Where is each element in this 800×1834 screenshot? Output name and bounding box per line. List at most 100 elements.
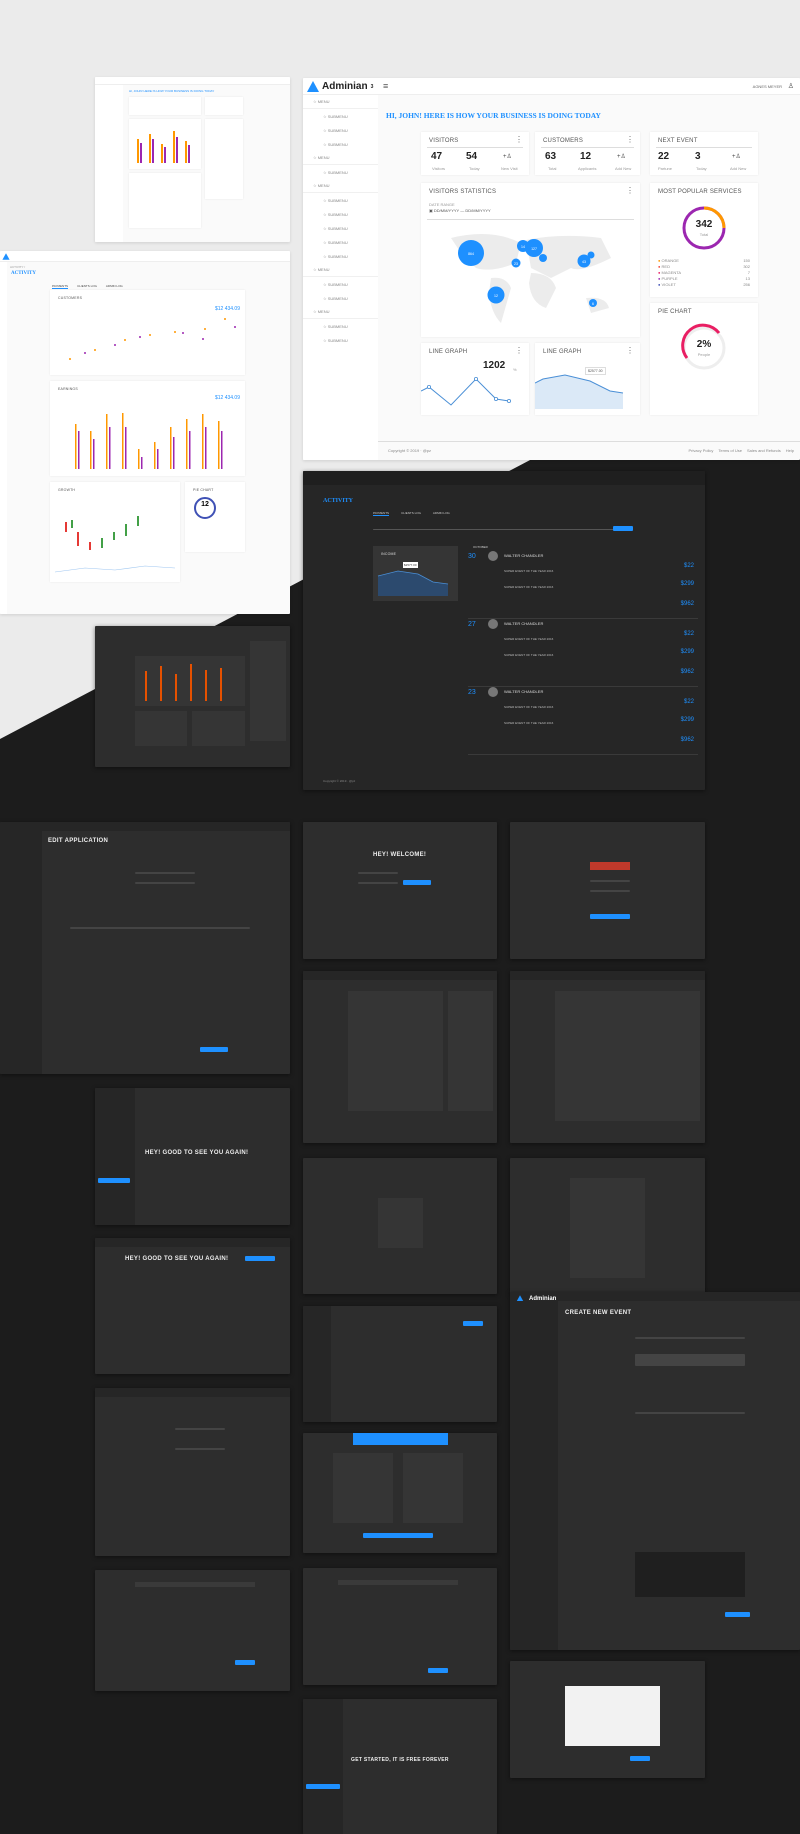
tabs: PAYMENTS CLIENTS LOG ADMIN LOG <box>52 284 123 289</box>
next-button[interactable] <box>428 1668 448 1673</box>
stat-value: 3 <box>695 151 701 162</box>
mini-dashboard-light: HI, JOHN! HERE IS HOW YOUR BUSINESS IS D… <box>95 77 290 242</box>
footer-link[interactable]: Sales and Refunds <box>746 448 781 453</box>
accept-button[interactable] <box>630 1756 650 1761</box>
timeline-event[interactable]: 27 WALTER CHANDLER SUPER EVENT OF THE YE… <box>468 619 698 687</box>
card-title: MOST POPULAR SERVICES <box>658 189 742 195</box>
more-icon[interactable]: ⋮ <box>626 186 634 195</box>
event-title: SUPER EVENT OF THE YEAR 2016 <box>504 585 554 589</box>
legend-dot-icon: ● <box>658 276 661 281</box>
payment-screen <box>303 1433 497 1553</box>
action-label[interactable]: New Visit <box>501 166 518 171</box>
card-title: PIE CHART <box>193 488 214 492</box>
legend-name: ORANGE <box>661 258 679 263</box>
bubble-label: 23 <box>514 262 518 266</box>
more-icon[interactable]: ⋮ <box>626 346 634 355</box>
month-label: OCTOBER <box>473 545 488 549</box>
world-map: 864 127 12 43 23 14 6 <box>451 234 611 323</box>
action-label[interactable]: Add New <box>615 166 632 171</box>
sidebar-submenu[interactable]: ☆ SUBMENU <box>323 197 348 203</box>
event-total: $299 <box>680 581 694 587</box>
add-user-icon[interactable]: +♙ <box>617 154 626 160</box>
date-range-input[interactable]: ▣ DD/MM/YYYY — DD/MM/YYYY <box>429 208 491 213</box>
sidebar-submenu[interactable]: ☆ SUBMENU <box>323 127 348 133</box>
create-event-screen: Adminian CREATE NEW EVENT <box>510 1292 800 1650</box>
search-button[interactable] <box>613 526 633 531</box>
login-button[interactable] <box>98 1178 130 1183</box>
map-bubble[interactable] <box>458 240 484 266</box>
tab-payments[interactable]: PAYMENTS <box>373 511 390 516</box>
action-label[interactable]: Add New <box>730 166 747 171</box>
hamburger-menu-icon[interactable]: ≡ <box>383 81 389 91</box>
bubble-label: 127 <box>531 247 537 251</box>
card-title: NEXT EVENT <box>658 138 698 144</box>
card-title: VISITORS <box>429 138 459 144</box>
brand-name: Adminian <box>529 1295 557 1302</box>
submenu-label: SUBMENU <box>327 281 348 287</box>
income-card: INCOME $2577.00 <box>373 546 458 601</box>
action-button[interactable] <box>463 1321 483 1326</box>
sidebar-submenu[interactable]: ☆ SUBMENU <box>323 225 348 231</box>
legend-item: ● PURPLE 13 <box>658 276 750 282</box>
legend-value: 150 <box>743 258 750 263</box>
submenu-label: SUBMENU <box>327 225 348 231</box>
page-title: HI, JOHN! HERE IS HOW YOUR BUSINESS IS D… <box>386 111 601 120</box>
stat-label: Today <box>696 166 707 171</box>
sidebar-submenu[interactable]: ☆ SUBMENU <box>323 113 348 119</box>
tab-payments[interactable]: PAYMENTS <box>52 284 69 289</box>
card-title: EARNINGS <box>58 387 78 391</box>
brand-logo[interactable]: Adminian 3 <box>307 81 373 92</box>
timeline: 30 WALTER CHANDLER SUPER EVENT OF THE YE… <box>468 551 698 755</box>
sidebar-submenu[interactable]: ☆ SUBMENU <box>323 169 348 175</box>
pay-button[interactable] <box>363 1533 433 1538</box>
sidebar-menu[interactable]: ☆ MENU <box>303 151 378 165</box>
sidebar-submenu[interactable]: ☆ SUBMENU <box>323 337 348 343</box>
tab-admin-log[interactable]: ADMIN LOG <box>432 511 450 515</box>
add-user-icon[interactable]: +♙ <box>503 154 512 160</box>
sidebar-submenu[interactable]: ☆ SUBMENU <box>323 281 348 287</box>
submenu-label: SUBMENU <box>327 337 348 343</box>
legend-name: MAGENTA <box>661 270 682 275</box>
add-icon[interactable]: +♙ <box>732 154 741 160</box>
sidebar-menu[interactable]: ☆ MENU <box>303 305 378 319</box>
sign-up-button[interactable] <box>306 1784 340 1789</box>
sign-up-button[interactable] <box>403 880 431 885</box>
footer-link[interactable]: Help <box>785 448 794 453</box>
user-icon[interactable]: ♙ <box>787 83 794 90</box>
sidebar-menu[interactable]: ☆ MENU <box>303 179 378 193</box>
timeline-event[interactable]: 30 WALTER CHANDLER SUPER EVENT OF THE YE… <box>468 551 698 619</box>
more-icon[interactable]: ⋮ <box>515 135 523 144</box>
sidebar-menu[interactable]: ☆ MENU <box>303 263 378 277</box>
sidebar-menu[interactable]: ☆ MENU <box>303 95 378 109</box>
sidebar-submenu[interactable]: ☆ SUBMENU <box>323 239 348 245</box>
bubble-label: 14 <box>521 245 525 249</box>
stat-value: 54 <box>466 151 478 162</box>
timeline-event[interactable]: 23 WALTER CHANDLER SUPER EVENT OF THE YE… <box>468 687 698 755</box>
more-icon[interactable]: ⋮ <box>626 135 634 144</box>
footer-link[interactable]: Terms of Use <box>718 448 742 453</box>
submenu-label: SUBMENU <box>327 295 348 301</box>
login-button[interactable] <box>590 914 630 919</box>
sidebar-submenu[interactable]: ☆ SUBMENU <box>323 211 348 217</box>
sidebar-submenu[interactable]: ☆ SUBMENU <box>323 323 348 329</box>
tab-admin-log[interactable]: ADMIN LOG <box>105 284 123 288</box>
gauge-chart <box>681 323 726 370</box>
tab-clients-log[interactable]: CLIENTS LOG <box>401 511 421 515</box>
event-title: SUPER EVENT OF THE YEAR 2016 <box>504 569 554 573</box>
more-icon[interactable]: ⋮ <box>515 346 523 355</box>
brand-name: Adminian <box>322 81 368 92</box>
save-button[interactable] <box>200 1047 228 1052</box>
user-menu[interactable]: AGNES MEYER <box>752 84 782 89</box>
sidebar: ☆ MENU ☆ SUBMENU ☆ SUBMENU ☆ SUBMENU ☆ MENU ☆… <box>303 95 378 460</box>
footer-link[interactable]: Privacy Policy <box>688 448 714 453</box>
next-button[interactable] <box>235 1660 255 1665</box>
login-button[interactable] <box>245 1256 275 1261</box>
tab-clients-log[interactable]: CLIENTS LOG <box>77 284 97 288</box>
login-screen-2: HEY! GOOD TO SEE YOU AGAIN! <box>95 1238 290 1374</box>
sidebar-submenu[interactable]: ☆ SUBMENU <box>323 141 348 147</box>
tabs: PAYMENTS CLIENTS LOG ADMIN LOG <box>373 511 450 516</box>
create-button[interactable] <box>725 1612 750 1617</box>
sidebar-submenu[interactable]: ☆ SUBMENU <box>323 295 348 301</box>
event-title: SUPER EVENT OF THE YEAR 2016 <box>504 637 554 641</box>
sidebar-submenu[interactable]: ☆ SUBMENU <box>323 253 348 259</box>
